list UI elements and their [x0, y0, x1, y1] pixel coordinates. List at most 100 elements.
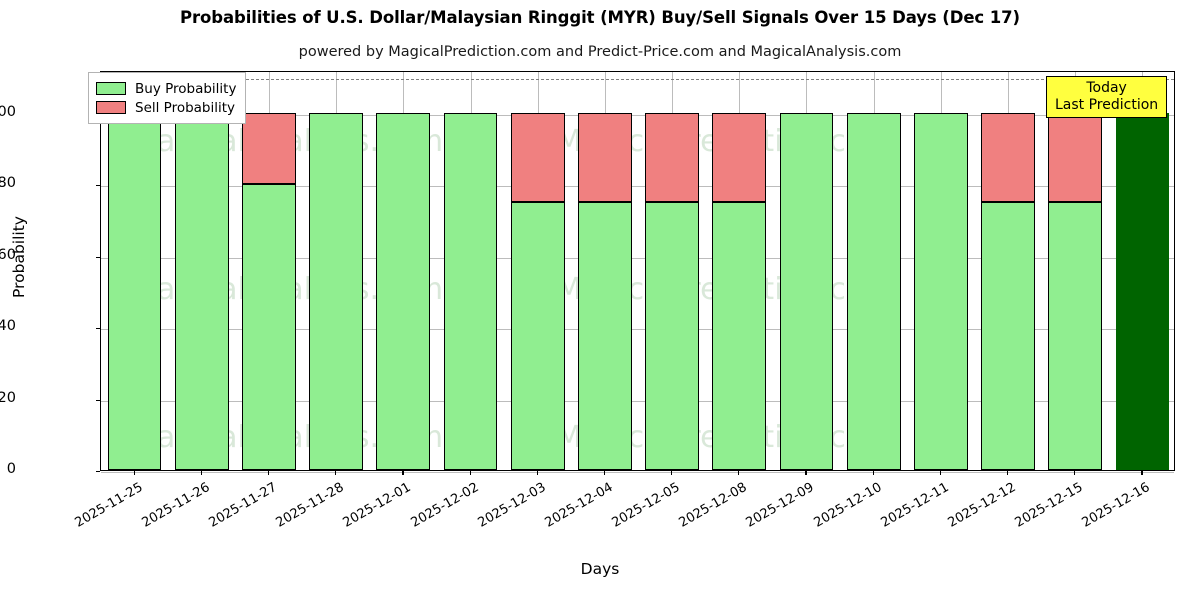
bar-group [1115, 70, 1170, 470]
bar-group [443, 70, 498, 470]
bar-segment-buy [443, 112, 498, 470]
x-tick-mark [671, 471, 673, 475]
y-tick-mark [96, 399, 100, 401]
bar-segment-sell [578, 112, 632, 203]
x-tick-mark [872, 471, 874, 475]
bar-segment-buy [913, 112, 968, 470]
legend-swatch-sell [96, 101, 126, 114]
bar-segment-sell [510, 112, 565, 203]
bar-group [376, 70, 431, 470]
plot-area: MagicalAnalysis.comMagicalPrediction.com… [100, 71, 1175, 473]
bar-segment-buy [712, 202, 767, 470]
y-tick-label-100: 100 [0, 103, 16, 120]
y-tick-mark [96, 185, 100, 187]
bar-series-layer [101, 72, 1174, 470]
bar-group [645, 70, 699, 470]
bar-segment-buy [107, 112, 162, 470]
x-tick-label-2025-12-02: 2025-12-02 [408, 480, 482, 531]
x-axis-label: Days [580, 560, 620, 578]
bar-group [510, 70, 565, 470]
x-tick-label-2025-12-10: 2025-12-10 [811, 480, 885, 531]
x-tick-label-2025-12-09: 2025-12-09 [744, 480, 817, 531]
x-tick-label-2025-12-03: 2025-12-03 [475, 480, 549, 531]
bar-segment-sell [981, 112, 1035, 203]
x-tick-mark [469, 471, 471, 475]
y-tick-label-0: 0 [6, 461, 16, 477]
bar-segment-sell [645, 112, 699, 203]
legend-label-sell: Sell Probability [135, 99, 236, 116]
bar-group [712, 70, 767, 470]
legend-item-sell: Sell Probability [96, 98, 236, 117]
x-tick-label-2025-12-05: 2025-12-05 [609, 480, 683, 531]
x-tick-mark [536, 471, 538, 475]
y-tick-label-80: 80 [0, 175, 16, 192]
x-tick-label-2025-12-16: 2025-12-16 [1079, 480, 1153, 531]
x-tick-mark [402, 471, 404, 475]
x-tick-label-2025-11-26: 2025-11-26 [139, 480, 213, 531]
reference-line [101, 79, 1174, 81]
bar-group [779, 70, 834, 470]
bar-segment-buy [645, 202, 699, 470]
chart-title: Probabilities of U.S. Dollar/Malaysian R… [180, 8, 1020, 27]
bar-segment-sell [1048, 112, 1103, 203]
x-tick-label-2025-11-28: 2025-11-28 [273, 480, 347, 531]
x-tick-label-2025-11-25: 2025-11-25 [72, 480, 146, 531]
gridline-y-40 [101, 329, 1174, 331]
x-tick-label-2025-12-15: 2025-12-15 [1012, 480, 1086, 531]
x-tick-label-2025-12-04: 2025-12-04 [542, 480, 616, 531]
y-tick-label-60: 60 [0, 246, 16, 263]
bar-group [242, 70, 296, 470]
bar-segment-sell [242, 112, 296, 185]
bar-segment-buy [376, 112, 431, 470]
y-tick-mark [96, 328, 100, 330]
x-tick-mark [939, 471, 942, 475]
x-tick-label-2025-12-01: 2025-12-01 [340, 480, 414, 531]
gridline-y-0 [101, 472, 1174, 473]
bar-segment-buy [779, 112, 834, 470]
bar-group [1048, 70, 1103, 470]
bar-today [1115, 112, 1170, 470]
x-tick-label-2025-12-12: 2025-12-12 [945, 480, 1019, 531]
x-tick-label-2025-12-08: 2025-12-08 [676, 480, 750, 531]
bar-segment-buy [174, 112, 229, 470]
bar-group [578, 70, 632, 470]
today-annotation-line2: Last Prediction [1055, 96, 1159, 113]
x-tick-mark [335, 471, 337, 475]
bar-group [846, 70, 901, 470]
y-tick-mark [96, 256, 100, 258]
bar-segment-buy [510, 202, 565, 470]
y-tick-label-40: 40 [0, 318, 16, 335]
bar-segment-buy [846, 112, 901, 470]
x-tick-label-2025-12-11: 2025-12-11 [878, 480, 952, 531]
bar-group [913, 70, 968, 470]
bar-group [309, 70, 364, 470]
today-annotation-line1: Today [1086, 80, 1127, 96]
x-tick-mark [805, 471, 807, 475]
x-tick-mark [1141, 471, 1143, 475]
today-annotation: Today Last Prediction [1046, 76, 1168, 119]
bar-segment-buy [981, 202, 1035, 470]
x-tick-mark [133, 471, 135, 475]
legend-swatch-buy [96, 82, 126, 95]
gridline-y-60 [101, 257, 1174, 259]
bar-group [107, 70, 162, 470]
y-tick-mark [96, 471, 100, 473]
x-tick-mark [738, 471, 740, 475]
x-tick-label-2025-11-27: 2025-11-27 [206, 480, 280, 531]
x-tick-mark [267, 471, 270, 475]
bar-group [981, 70, 1035, 470]
x-tick-mark [1007, 471, 1009, 475]
bar-segment-sell [712, 112, 767, 203]
chart-subtitle: powered by MagicalPrediction.com and Pre… [298, 44, 902, 60]
y-axis-label: Probability [10, 216, 28, 298]
bar-segment-buy [1048, 202, 1103, 470]
y-tick-label-20: 20 [0, 389, 16, 406]
x-tick-mark [200, 471, 202, 475]
bar-segment-buy [578, 202, 632, 470]
chart-legend: Buy Probability Sell Probability [88, 72, 247, 124]
bar-group [174, 70, 229, 470]
gridline-y-80 [101, 186, 1174, 188]
x-tick-mark [603, 471, 606, 475]
gridline-y-20 [101, 400, 1174, 402]
